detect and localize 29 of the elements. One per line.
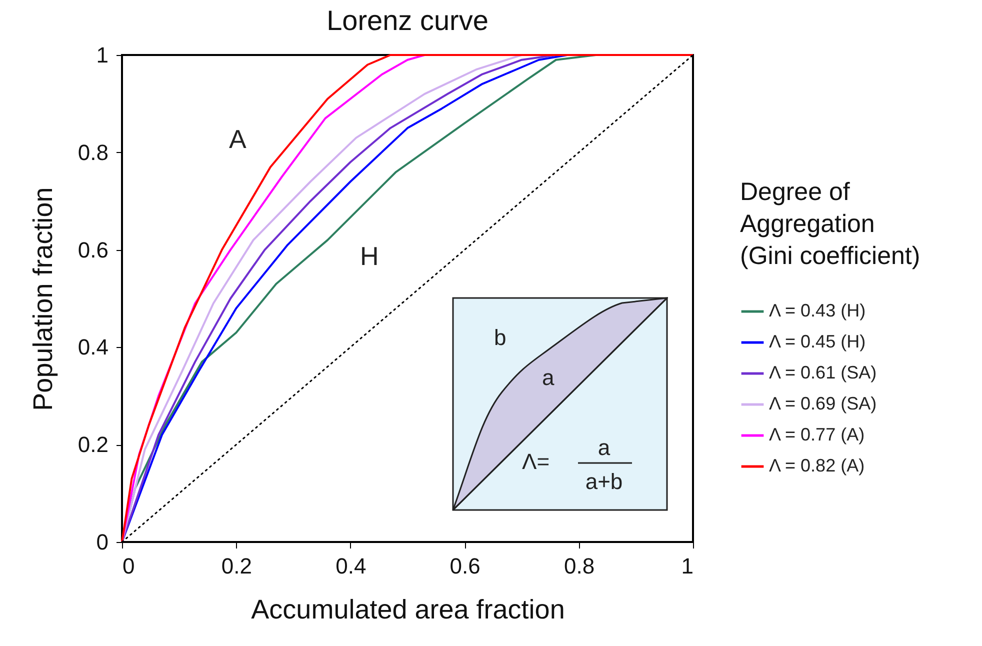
chart-title: Lorenz curve [326, 5, 488, 36]
y-tick-label: 0 [96, 530, 108, 554]
x-tick-label: 0.2 [221, 554, 252, 578]
legend-label: Λ = 0.69 (SA) [769, 394, 877, 414]
annotation: a [542, 365, 555, 390]
y-tick-label: 1 [96, 42, 108, 68]
legend-title: Degree of Aggregation (Gini coefficient) [740, 178, 920, 270]
y-tick-label: 0.2 [78, 432, 108, 458]
annotation: a+b [585, 469, 623, 494]
x-tick-label: 0.8 [564, 554, 595, 578]
y-tick-label: 0.8 [78, 140, 108, 165]
annotation: H [360, 241, 379, 271]
y-tick-label: 0.6 [78, 237, 108, 262]
legend-label: Λ = 0.77 (A) [769, 424, 865, 444]
x-tick-label: 0.6 [450, 554, 480, 578]
legend-label: Λ = 0.82 (A) [769, 456, 865, 476]
y-tick-label: 0.4 [78, 334, 108, 360]
y-axis-title: Population fraction [28, 187, 58, 411]
annotation: Λ= [522, 449, 550, 474]
x-tick-label: 0 [122, 554, 135, 578]
x-tick-label: 0.4 [336, 554, 366, 578]
legend-label: Λ = 0.61 (SA) [769, 362, 877, 382]
annotation: A [229, 124, 246, 154]
x-axis-title: Accumulated area fraction [251, 594, 565, 624]
legend-label: Λ = 0.43 (H) [769, 300, 866, 320]
annotation: a [598, 435, 611, 460]
annotation: b [494, 325, 506, 350]
legend-label: Λ = 0.45 (H) [769, 332, 866, 352]
x-tick-label: 1 [681, 554, 694, 578]
